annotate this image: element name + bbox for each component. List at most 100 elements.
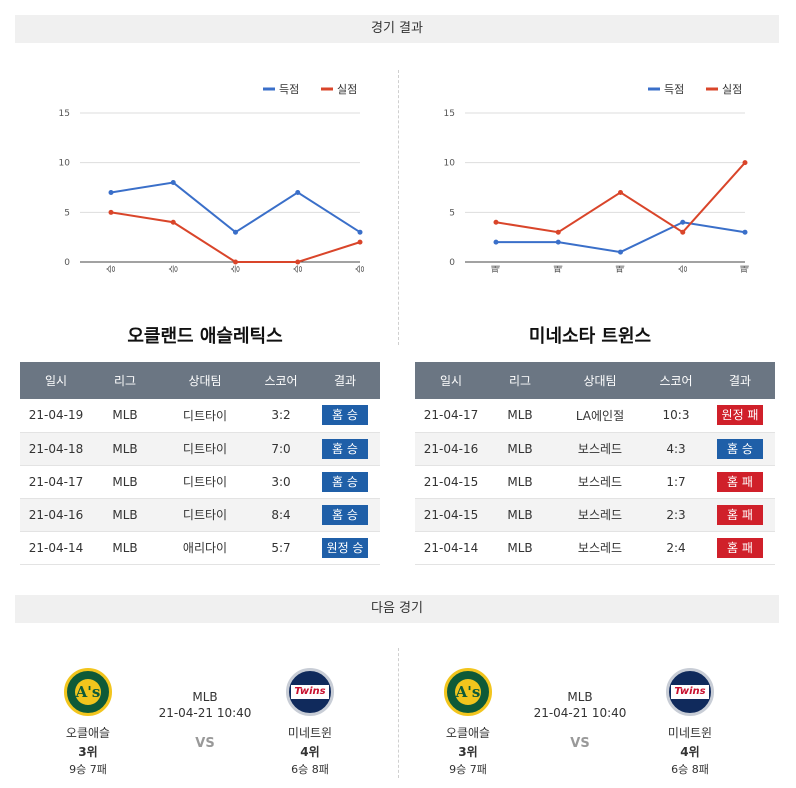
series-line-scored [496, 221, 746, 254]
team-title-minnesota: 미네소타 트윈스 [528, 326, 652, 347]
athletics-logo-mark: A's [455, 679, 481, 705]
result-badge: 홈 패 [717, 537, 763, 558]
data-point [233, 229, 238, 235]
cell-league: MLB [92, 399, 158, 433]
y-tick-label: 15 [444, 109, 455, 119]
table-row: 21-04-16 MLB 디트타이 8:4 홈 승 [20, 498, 380, 532]
twins-logo-mark: Twins [291, 685, 329, 699]
cell-result: 원정 승 [310, 531, 380, 565]
col-opponent: 상대팀 [158, 362, 252, 399]
series-line-allowed [495, 161, 746, 234]
twins-logo: Twins [286, 668, 334, 716]
data-point [357, 239, 363, 245]
cell-score: 1:7 [647, 465, 705, 499]
y-tick-label: 10 [444, 159, 456, 169]
y-tick-label: 10 [59, 159, 71, 169]
cell-score: 5:7 [252, 531, 310, 565]
data-point [555, 239, 561, 245]
cell-opponent: 보스레드 [553, 432, 647, 466]
home-team-record: 9승 7패 [69, 763, 107, 776]
vs-label: VS [570, 736, 590, 751]
cell-date: 21-04-18 [20, 432, 92, 466]
x-tick-label: 패 [740, 265, 751, 273]
match-league: MLB [567, 690, 593, 704]
cell-league: MLB [487, 531, 553, 565]
chart-minnesota: 0 5 10 15 패 패 패 승 패 득점 실점 [400, 70, 780, 285]
cell-score: 2:4 [647, 531, 705, 565]
table-row: 21-04-16 MLB 보스레드 4:3 홈 승 [415, 432, 775, 466]
cell-result: 홈 승 [310, 399, 380, 433]
match-info: MLB 21-04-21 10:40 VS [520, 690, 640, 751]
results-table-minnesota: 일시 리그 상대팀 스코어 결과 21-04-17 MLB LA에인절 10:3 원정 … [415, 362, 775, 565]
next-game-section-header: 다음 경기 [15, 595, 779, 623]
away-team-record: 6승 8패 [671, 763, 709, 776]
data-point [618, 189, 623, 195]
data-point [295, 189, 301, 195]
cell-date: 21-04-14 [20, 531, 92, 565]
series-line-scored [110, 181, 361, 234]
data-point [555, 229, 561, 235]
data-point [108, 209, 114, 215]
series-line-allowed [110, 211, 361, 263]
y-tick-label: 0 [64, 258, 70, 268]
col-date: 일시 [20, 362, 92, 399]
result-badge: 원정 패 [716, 405, 764, 426]
cell-opponent: 보스레드 [553, 465, 647, 499]
result-badge: 홈 승 [717, 438, 763, 459]
cell-opponent: 디트타이 [158, 465, 252, 499]
away-team-name: 미네트윈 [287, 726, 333, 740]
cell-league: MLB [487, 432, 553, 466]
result-badge: 홈 승 [322, 438, 368, 459]
cell-date: 21-04-19 [20, 399, 92, 433]
table-row: 21-04-18 MLB 디트타이 7:0 홈 승 [20, 432, 380, 466]
twins-logo-mark: Twins [671, 685, 709, 699]
cell-date: 21-04-14 [415, 531, 487, 565]
result-badge: 홈 승 [322, 405, 368, 426]
away-team-rank: 4위 [300, 745, 320, 759]
x-tick-label: 승 [231, 265, 242, 273]
data-point [108, 189, 114, 195]
x-tick-label: 패 [491, 265, 502, 273]
y-tick-label: 5 [64, 208, 70, 218]
cell-date: 21-04-17 [20, 465, 92, 499]
away-team-name: 미네트윈 [667, 726, 713, 740]
away-team: Twins 미네트윈 4위 6승 8패 [260, 660, 360, 777]
cell-opponent: 디트타이 [158, 432, 252, 466]
away-team: Twins 미네트윈 4위 6승 8패 [640, 660, 740, 777]
cell-league: MLB [92, 531, 158, 565]
result-badge: 홈 승 [322, 471, 368, 492]
match-datetime: 21-04-21 10:40 [158, 706, 252, 720]
cell-result: 홈 패 [705, 531, 775, 565]
chart-oakland: 0 5 10 15 승 승 승 승 승 득점 실점 [15, 70, 395, 285]
data-point [680, 229, 686, 235]
col-league: 리그 [92, 362, 158, 399]
home-team: A's 오클애슬 3위 9승 7패 [418, 660, 518, 777]
data-point [170, 219, 176, 225]
cell-league: MLB [92, 465, 158, 499]
table-row: 21-04-14 MLB 애리다이 5:7 원정 승 [20, 531, 380, 565]
cell-date: 21-04-15 [415, 465, 487, 499]
match-datetime: 21-04-21 10:40 [533, 706, 627, 720]
vs-label: VS [195, 736, 215, 751]
next-match-card-right: A's 오클애슬 3위 9승 7패 MLB 21-04-21 10:40 VS … [400, 660, 780, 777]
data-point [680, 219, 686, 225]
cell-date: 21-04-16 [20, 498, 92, 532]
legend-label: 득점 [664, 83, 684, 96]
data-point [493, 239, 499, 245]
chart-oakland-svg: 0 5 10 15 승 승 승 승 승 득점 실점 [59, 83, 366, 273]
col-opponent: 상대팀 [553, 362, 647, 399]
cell-score: 8:4 [252, 498, 310, 532]
cell-result: 홈 패 [705, 498, 775, 532]
athletics-logo-mark: A's [75, 679, 101, 705]
col-date: 일시 [415, 362, 487, 399]
cell-result: 홈 승 [310, 498, 380, 532]
table-row: 21-04-17 MLB 디트타이 3:0 홈 승 [20, 465, 380, 499]
cell-opponent: 애리다이 [158, 531, 252, 565]
x-tick-label: 패 [616, 265, 627, 273]
cell-date: 21-04-17 [415, 399, 487, 433]
cell-result: 홈 승 [310, 432, 380, 466]
col-score: 스코어 [252, 362, 310, 399]
data-point [618, 249, 623, 255]
cell-opponent: 디트타이 [158, 498, 252, 532]
match-info: MLB 21-04-21 10:40 VS [145, 690, 265, 751]
